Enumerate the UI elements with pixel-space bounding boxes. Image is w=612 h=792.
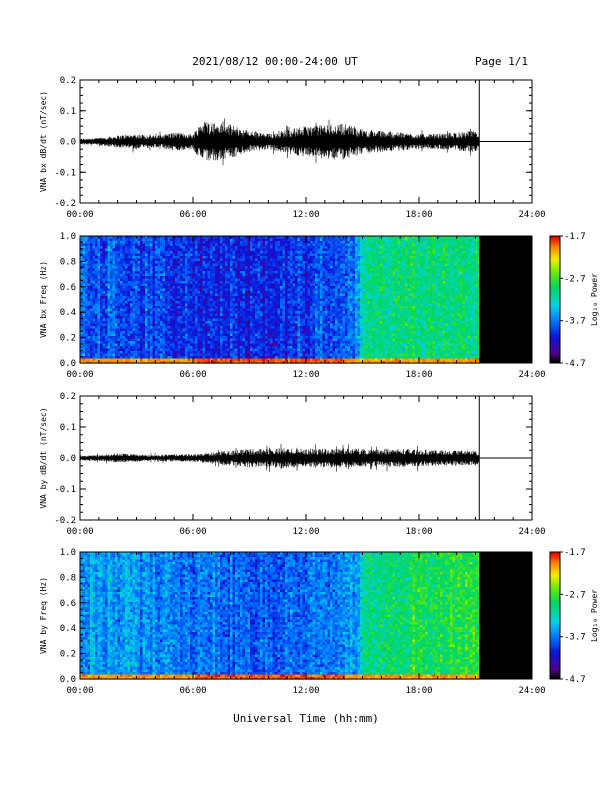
colorbar-tick-label: -2.7 bbox=[564, 274, 586, 284]
y-tick-label: 1.0 bbox=[60, 548, 76, 558]
panel-1-waveform bbox=[80, 80, 532, 203]
colorbar-tick-label: -4.7 bbox=[564, 359, 586, 369]
y-tick-label: 0.4 bbox=[60, 624, 76, 634]
x-tick-label: 18:00 bbox=[405, 527, 432, 537]
x-axis-title: Universal Time (hh:mm) bbox=[233, 712, 379, 725]
x-tick-label: 24:00 bbox=[518, 686, 545, 696]
y-tick-label: 0.1 bbox=[60, 423, 76, 433]
colorbar-label: Log₁₀ Power bbox=[590, 273, 599, 326]
x-tick-label: 00:00 bbox=[66, 210, 93, 220]
y-tick-label: 0.0 bbox=[60, 454, 76, 464]
colorbar-tick-label: -1.7 bbox=[564, 548, 586, 558]
x-tick-label: 06:00 bbox=[179, 527, 206, 537]
y-tick-label: 0.2 bbox=[60, 392, 76, 402]
x-tick-label: 12:00 bbox=[292, 370, 319, 380]
y-tick-label: 0.0 bbox=[60, 359, 76, 369]
panel-3-signal-trace bbox=[80, 444, 480, 472]
x-tick-label: 06:00 bbox=[179, 686, 206, 696]
colorbar-tick-label: -1.7 bbox=[564, 232, 586, 242]
y-tick-label: 0.2 bbox=[60, 76, 76, 86]
y-tick-label: 0.8 bbox=[60, 257, 76, 267]
y-tick-label: 0.6 bbox=[60, 599, 76, 609]
y-tick-label: 0.0 bbox=[60, 675, 76, 685]
y-tick-label: 0.0 bbox=[60, 138, 76, 148]
y-tick-label: -0.1 bbox=[54, 168, 76, 178]
panel-1-axes: 00:00 06:00 12:00 18:00 24:00 -0.2 -0.1 0.0 0.1 0… bbox=[39, 76, 546, 220]
x-tick-label: 06:00 bbox=[179, 370, 206, 380]
x-tick-label: 12:00 bbox=[292, 527, 319, 537]
x-tick-label: 00:00 bbox=[66, 527, 93, 537]
colorbar-label: Log₁₀ Power bbox=[590, 589, 599, 642]
panel-1-ylabel: VNA bx dB/dt (nT/sec) bbox=[39, 91, 48, 192]
panel-1-signal-trace bbox=[80, 118, 480, 166]
y-tick-label: 1.0 bbox=[60, 232, 76, 242]
x-tick-label: 00:00 bbox=[66, 686, 93, 696]
y-tick-label: -0.2 bbox=[54, 516, 76, 526]
page-indicator: Page 1/1 bbox=[475, 55, 528, 68]
panels-group: 00:00 06:00 12:00 18:00 24:00 -0.2 -0.1 0.0 0.1 0… bbox=[39, 76, 599, 696]
x-tick-label: 24:00 bbox=[518, 370, 545, 380]
x-tick-label: 18:00 bbox=[405, 370, 432, 380]
colorbar-tick-label: -2.7 bbox=[564, 590, 586, 600]
panel-2-spectrogram bbox=[80, 236, 532, 364]
panel-2-no-data-region bbox=[479, 236, 532, 363]
figure-title: 2021/08/12 00:00-24:00 UT bbox=[192, 55, 358, 68]
panel-4-axes: 00:00 06:00 12:00 18:00 24:00 0.0 0.2 0.4 0.6 0.8… bbox=[39, 548, 546, 696]
y-tick-label: 0.1 bbox=[60, 107, 76, 117]
colorbar-frame bbox=[549, 235, 561, 364]
x-tick-label: 18:00 bbox=[405, 210, 432, 220]
y-tick-label: 0.2 bbox=[60, 334, 76, 344]
panel-3-waveform bbox=[80, 396, 532, 520]
colorbar-tick-label: -3.7 bbox=[564, 317, 586, 327]
x-tick-label: 12:00 bbox=[292, 686, 319, 696]
y-tick-label: 0.8 bbox=[60, 573, 76, 583]
panel-3-axes: 00:00 06:00 12:00 18:00 24:00 -0.2 -0.1 0.0 0.1 0… bbox=[39, 392, 546, 537]
panel-4-spectrogram bbox=[80, 552, 532, 680]
y-tick-label: 0.2 bbox=[60, 650, 76, 660]
panel-4-no-data-region bbox=[479, 552, 532, 679]
x-tick-label: 24:00 bbox=[518, 527, 545, 537]
x-tick-label: 12:00 bbox=[292, 210, 319, 220]
x-tick-label: 06:00 bbox=[179, 210, 206, 220]
panel-2-axes: 00:00 06:00 12:00 18:00 24:00 0.0 0.2 0.4 0.6 0.8… bbox=[39, 232, 546, 380]
y-tick-label: 0.6 bbox=[60, 283, 76, 293]
x-tick-label: 24:00 bbox=[518, 210, 545, 220]
panel-2-colorbar: -4.7 -3.7 -2.7 -1.7 Log₁₀ Power bbox=[549, 232, 599, 369]
y-tick-label: -0.1 bbox=[54, 485, 76, 495]
panel-3-ylabel: VNA by dB/dt (nT/sec) bbox=[39, 407, 48, 508]
colorbar-tick-label: -4.7 bbox=[564, 675, 586, 685]
panel-4-colorbar: -4.7 -3.7 -2.7 -1.7 Log₁₀ Power bbox=[549, 548, 599, 685]
y-tick-label: -0.2 bbox=[54, 199, 76, 209]
colorbar-frame bbox=[549, 551, 561, 680]
panel-4-ylabel: VNA by Freq (Hz) bbox=[39, 577, 48, 654]
x-tick-label: 18:00 bbox=[405, 686, 432, 696]
y-tick-label: 0.4 bbox=[60, 308, 76, 318]
panel-2-ylabel: VNA bx Freq (Hz) bbox=[39, 261, 48, 338]
x-tick-label: 00:00 bbox=[66, 370, 93, 380]
colorbar-tick-label: -3.7 bbox=[564, 633, 586, 643]
